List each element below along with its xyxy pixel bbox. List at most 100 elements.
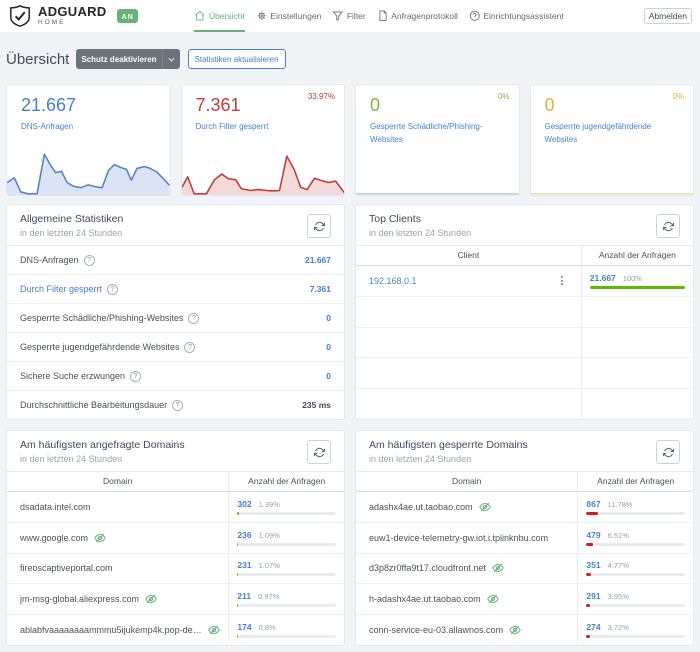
help-tooltip-icon[interactable]: ? — [172, 399, 184, 411]
shield-check-icon — [10, 4, 30, 27]
panel-title: Am häufigsten angefragte Domains — [20, 439, 185, 451]
stats-label: Gesperrte Schädliche/Phishing-Websites? — [20, 312, 200, 324]
table-header: Domain Anzahl der Anfragen — [356, 472, 693, 492]
domain-name: fireoscaptiveportal.com — [20, 563, 113, 574]
stat-card-3: 0% 0 Gesperrte jugendgefährdende Websites — [529, 84, 694, 196]
tracker-eye-off-icon[interactable] — [94, 532, 106, 544]
column-header-domain[interactable]: Domain — [356, 472, 579, 491]
funnel-icon — [332, 11, 344, 22]
refresh-button[interactable] — [656, 214, 680, 238]
panels-row-1: Allgemeine Statistiken in den letzten 24… — [6, 204, 694, 420]
empty-row — [356, 296, 693, 328]
refresh-button[interactable] — [307, 214, 331, 238]
card-label[interactable]: DNS-Anfragen — [21, 121, 74, 131]
tracker-eye-off-icon[interactable] — [145, 593, 157, 605]
client-address[interactable]: 192.168.0.1 — [356, 275, 581, 287]
card-percent: 33.97% — [307, 92, 335, 101]
card-percent: 0% — [497, 92, 510, 101]
domain-percent: 11.78% — [607, 499, 633, 509]
help-tooltip-icon[interactable]: ? — [184, 341, 196, 353]
stat-card-1: 33.97% 7.361 Durch Filter gesperrt — [180, 84, 345, 196]
domain-name: ablabfvaaaaaaaammmu5ijukemp4k.pop-de… — [7, 624, 228, 636]
domain-row: fireoscaptiveportal.com 231 1.07% — [7, 553, 344, 585]
top-blocked-domains-panel: Am häufigsten gesperrte Domains in den l… — [355, 430, 694, 646]
client-menu-kebab-icon[interactable] — [551, 275, 573, 287]
stats-label: Durchschnittliche Bearbeitungsdauer? — [20, 399, 184, 411]
help-tooltip-icon[interactable]: ? — [188, 312, 200, 324]
card-value: 7.361 — [195, 95, 241, 115]
refresh-statistics-button[interactable]: Statistiken aktualisieren — [187, 49, 286, 69]
tracker-eye-off-icon[interactable] — [486, 593, 499, 605]
card-percent: 0% — [672, 92, 684, 101]
tracker-eye-off-icon[interactable] — [492, 562, 504, 574]
domain-name: adashx4ae.ut.taobao.com — [356, 501, 577, 513]
refresh-button[interactable] — [307, 440, 331, 464]
card-label[interactable]: Gesperrte jugendgefährdende Websites — [544, 121, 652, 145]
tracker-eye-off-icon[interactable] — [207, 624, 220, 636]
nav-item--bersicht[interactable]: Übersicht — [194, 0, 246, 32]
domain-count[interactable]: 236 — [237, 529, 252, 540]
card-label[interactable]: Gesperrte Schädliche/Phishing-Websites — [370, 121, 483, 145]
general-statistics-list: DNS-Anfragen? 21.667 Durch Filter gesperrt… — [7, 245, 344, 419]
empty-row — [356, 389, 693, 419]
disable-protection-button[interactable]: Schutz deaktivieren — [76, 49, 162, 69]
domain-percent: 1.07% — [258, 561, 280, 571]
domain-count[interactable]: 302 — [237, 498, 252, 509]
disable-protection-dropdown[interactable] — [161, 49, 180, 69]
adguard-logo[interactable]: ADGUARD HOME AN — [8, 4, 139, 28]
column-header-count[interactable]: Anzahl der Anfragen — [248, 476, 326, 486]
domain-count[interactable]: 351 — [586, 560, 601, 571]
domain-count[interactable]: 231 — [237, 560, 252, 571]
domain-progress-bar — [237, 542, 336, 546]
card-value: 0 — [544, 95, 555, 115]
domain-count[interactable]: 274 — [586, 622, 601, 633]
table-header: Domain Anzahl der Anfragen — [7, 472, 344, 492]
logout-button[interactable]: Abmelden — [643, 7, 692, 25]
column-header-client[interactable]: Client — [356, 246, 582, 265]
domain-count[interactable]: 867 — [586, 498, 601, 509]
card-value: 0 — [370, 95, 381, 115]
domain-count[interactable]: 211 — [237, 591, 252, 602]
column-header-count[interactable]: Anzahl der Anfragen — [598, 250, 676, 260]
column-header-domain[interactable]: Domain — [7, 472, 230, 491]
refresh-icon — [313, 447, 325, 457]
refresh-button[interactable] — [656, 440, 680, 464]
domain-progress-bar — [237, 573, 336, 577]
nav-item-label: Übersicht — [208, 11, 245, 21]
nav-item-anfragenprotokoll[interactable]: Anfragenprotokoll — [377, 0, 458, 32]
top-blocked-domains-table: Domain Anzahl der Anfragen adashx4ae.ut.ta… — [356, 471, 693, 645]
stats-value: 0 — [326, 371, 331, 381]
panel-subtitle: in den letzten 24 Stunden — [20, 454, 123, 464]
stats-label[interactable]: Durch Filter gesperrt? — [20, 283, 119, 295]
panel-title: Top Clients — [369, 213, 421, 225]
card-label[interactable]: Durch Filter gesperrt — [195, 121, 269, 131]
column-header-count[interactable]: Anzahl der Anfragen — [597, 476, 675, 486]
stats-row: Sichere Suche erzwungen? 0 — [7, 362, 344, 391]
domain-name: dsadata.intel.com — [20, 501, 91, 512]
main-nav: Übersicht Einstellungen Filter Anfragenprot… — [194, 0, 564, 32]
nav-item-einstellungen[interactable]: Einstellungen — [256, 0, 321, 32]
client-progress-bar — [589, 285, 685, 289]
domain-count[interactable]: 479 — [586, 529, 601, 540]
panels-row-2: Am häufigsten angefragte Domains in den … — [6, 430, 694, 646]
table-header: Client Anzahl der Anfragen — [356, 246, 693, 266]
nav-item-label: Anfragenprotokoll — [391, 11, 458, 21]
stat-card-2: 0% 0 Gesperrte Schädliche/Phishing-Website… — [355, 84, 520, 196]
nav-item-filter[interactable]: Filter — [332, 0, 366, 32]
top-queried-domains-panel: Am häufigsten angefragte Domains in den … — [6, 430, 345, 646]
domain-count[interactable]: 291 — [586, 591, 601, 602]
help-tooltip-icon[interactable]: ? — [130, 370, 142, 382]
domain-percent: 1.39% — [258, 499, 280, 509]
domain-percent: 3.95% — [607, 592, 629, 602]
client-count[interactable]: 21.667 — [589, 272, 616, 283]
nav-item-einrichtungsassistent[interactable]: Einrichtungsassistent — [469, 0, 564, 32]
domain-count[interactable]: 174 — [237, 622, 252, 633]
tracker-eye-off-icon[interactable] — [478, 501, 491, 513]
tracker-eye-off-icon[interactable] — [509, 624, 521, 636]
gear-icon — [257, 12, 266, 20]
domain-row: adashx4ae.ut.taobao.com 867 11.78% — [356, 492, 693, 523]
nav-item-label: Filter — [346, 11, 366, 21]
help-tooltip-icon[interactable]: ? — [83, 254, 95, 266]
domain-row: ablabfvaaaaaaaammmu5ijukemp4k.pop-de… 174… — [7, 615, 344, 645]
help-tooltip-icon[interactable]: ? — [107, 283, 119, 295]
